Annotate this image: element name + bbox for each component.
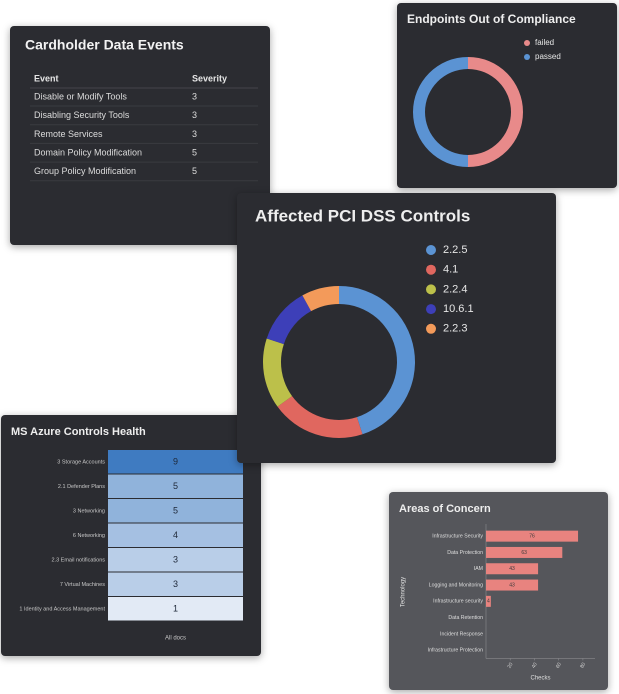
bar: [486, 530, 579, 542]
x-axis-label: Checks: [530, 676, 550, 682]
column-header: Event: [34, 73, 59, 83]
cell-value: 1: [173, 604, 178, 614]
donut-segment: [263, 338, 293, 407]
legend-swatch: [524, 54, 530, 60]
bar: [486, 563, 539, 575]
y-tick-label: Incident Response: [440, 631, 483, 637]
heat-cell: [108, 572, 243, 596]
legend-label: 4.1: [443, 264, 458, 276]
bar: [486, 546, 563, 558]
heat-cell: [108, 523, 243, 547]
legend-swatch: [426, 304, 436, 315]
y-tick-label: 2.3 Email notifications: [52, 558, 106, 564]
legend-label: failed: [535, 38, 554, 47]
value-label: 76: [529, 533, 535, 539]
pci-panel: Affected PCI DSS Controls 2.2.5 4.1 2.2.4 10…: [237, 193, 556, 463]
legend-label: passed: [535, 52, 561, 61]
endpoints-svg: Endpoints Out of Compliance failed passed: [407, 12, 576, 167]
legend-label: 2.2.3: [443, 323, 467, 335]
chart-title: Areas of Concern: [399, 503, 491, 515]
legend-label: 2.2.4: [443, 283, 467, 295]
x-tick-label: 60: [555, 661, 563, 669]
chart-title: MS Azure Controls Health: [11, 426, 146, 438]
value-label: 4: [487, 599, 490, 605]
table-cell: Group Policy Modification: [34, 166, 136, 176]
y-tick-label: 3 Storage Accounts: [57, 460, 105, 466]
value-label: 43: [509, 582, 515, 588]
legend-label: 10.6.1: [443, 303, 474, 315]
value-label: 63: [521, 550, 527, 556]
table-cell: Disabling Security Tools: [34, 110, 130, 120]
cell-value: 3: [173, 579, 178, 589]
table-cell: 3: [192, 91, 197, 101]
y-tick-label: 1 Identity and Access Management: [19, 607, 105, 613]
cell-value: 4: [173, 530, 178, 540]
chart-title: Endpoints Out of Compliance: [407, 12, 576, 26]
x-tick-label: 80: [579, 661, 587, 669]
x-tick-label: 20: [507, 661, 515, 669]
x-tick-label: 40: [531, 661, 539, 669]
heat-cell: [108, 474, 243, 498]
cell-value: 5: [173, 481, 178, 491]
y-tick-label: 3 Networking: [73, 509, 105, 515]
y-tick-label: Data Retention: [448, 615, 483, 621]
table-cell: 5: [192, 166, 197, 176]
value-label: 43: [509, 566, 515, 572]
donut-segment: [302, 286, 339, 312]
cell-value: 5: [173, 506, 178, 516]
y-tick-label: 7 Virtual Machines: [60, 582, 105, 588]
table-cell: Domain Policy Modification: [34, 147, 142, 157]
y-axis-label: Technology: [401, 577, 407, 607]
cell-value: 3: [173, 555, 178, 565]
bar: [486, 595, 491, 607]
legend-swatch: [426, 284, 436, 295]
heat-cell: [108, 548, 243, 572]
y-tick-label: Infrastructure security: [433, 599, 483, 605]
table-cell: Remote Services: [34, 129, 103, 139]
cell-value: 9: [173, 457, 178, 467]
concern-panel: Areas of Concern 20 40 60 80 Infrastructure S…: [389, 492, 608, 690]
endpoints-panel: Endpoints Out of Compliance failed passed: [397, 3, 617, 188]
bar: [486, 579, 539, 591]
heat-cell: [108, 597, 243, 621]
y-tick-label: IAM: [474, 566, 483, 572]
heat-cell: [108, 450, 243, 474]
y-tick-label: 6 Networking: [73, 533, 105, 539]
table-title: Cardholder Data Events: [25, 37, 184, 53]
y-tick-label: Infrastructure Security: [432, 534, 483, 540]
donut-segment: [266, 295, 312, 345]
donut-segment: [277, 396, 363, 438]
legend-label: 2.2.5: [443, 244, 467, 256]
concern-svg: Areas of Concern 20 40 60 80 Infrastructure S…: [399, 503, 595, 682]
y-tick-label: Data Protection: [447, 550, 483, 556]
legend-swatch: [426, 323, 436, 334]
y-tick-label: 2.1 Defender Plans: [58, 484, 105, 490]
donut-segment: [468, 57, 523, 167]
donut-segment: [413, 57, 468, 167]
azure-svg: MS Azure Controls Health 9 3 Storage Accou…: [11, 426, 243, 642]
table-cell: 3: [192, 129, 197, 139]
azure-panel: MS Azure Controls Health 9 3 Storage Accou…: [1, 415, 261, 656]
legend-swatch: [426, 245, 436, 255]
chart-title: Affected PCI DSS Controls: [255, 206, 470, 225]
y-tick-label: Infrastructure Protection: [428, 648, 483, 654]
table-cell: 5: [192, 147, 197, 157]
x-tick-label: All docs: [165, 636, 186, 642]
donut-segment: [339, 286, 415, 435]
legend-swatch: [524, 40, 530, 46]
heat-cell: [108, 499, 243, 523]
legend-swatch: [426, 264, 436, 275]
pci-svg: Affected PCI DSS Controls 2.2.5 4.1 2.2.4 10…: [255, 206, 474, 438]
table-svg: Cardholder Data Events Event Severity Disab…: [25, 37, 258, 182]
column-header: Severity: [192, 73, 227, 83]
table-panel: Cardholder Data Events Event Severity Disab…: [10, 26, 270, 245]
table-cell: Disable or Modify Tools: [34, 91, 127, 101]
table-cell: 3: [192, 110, 197, 120]
y-tick-label: Logging and Monitoring: [429, 582, 483, 588]
